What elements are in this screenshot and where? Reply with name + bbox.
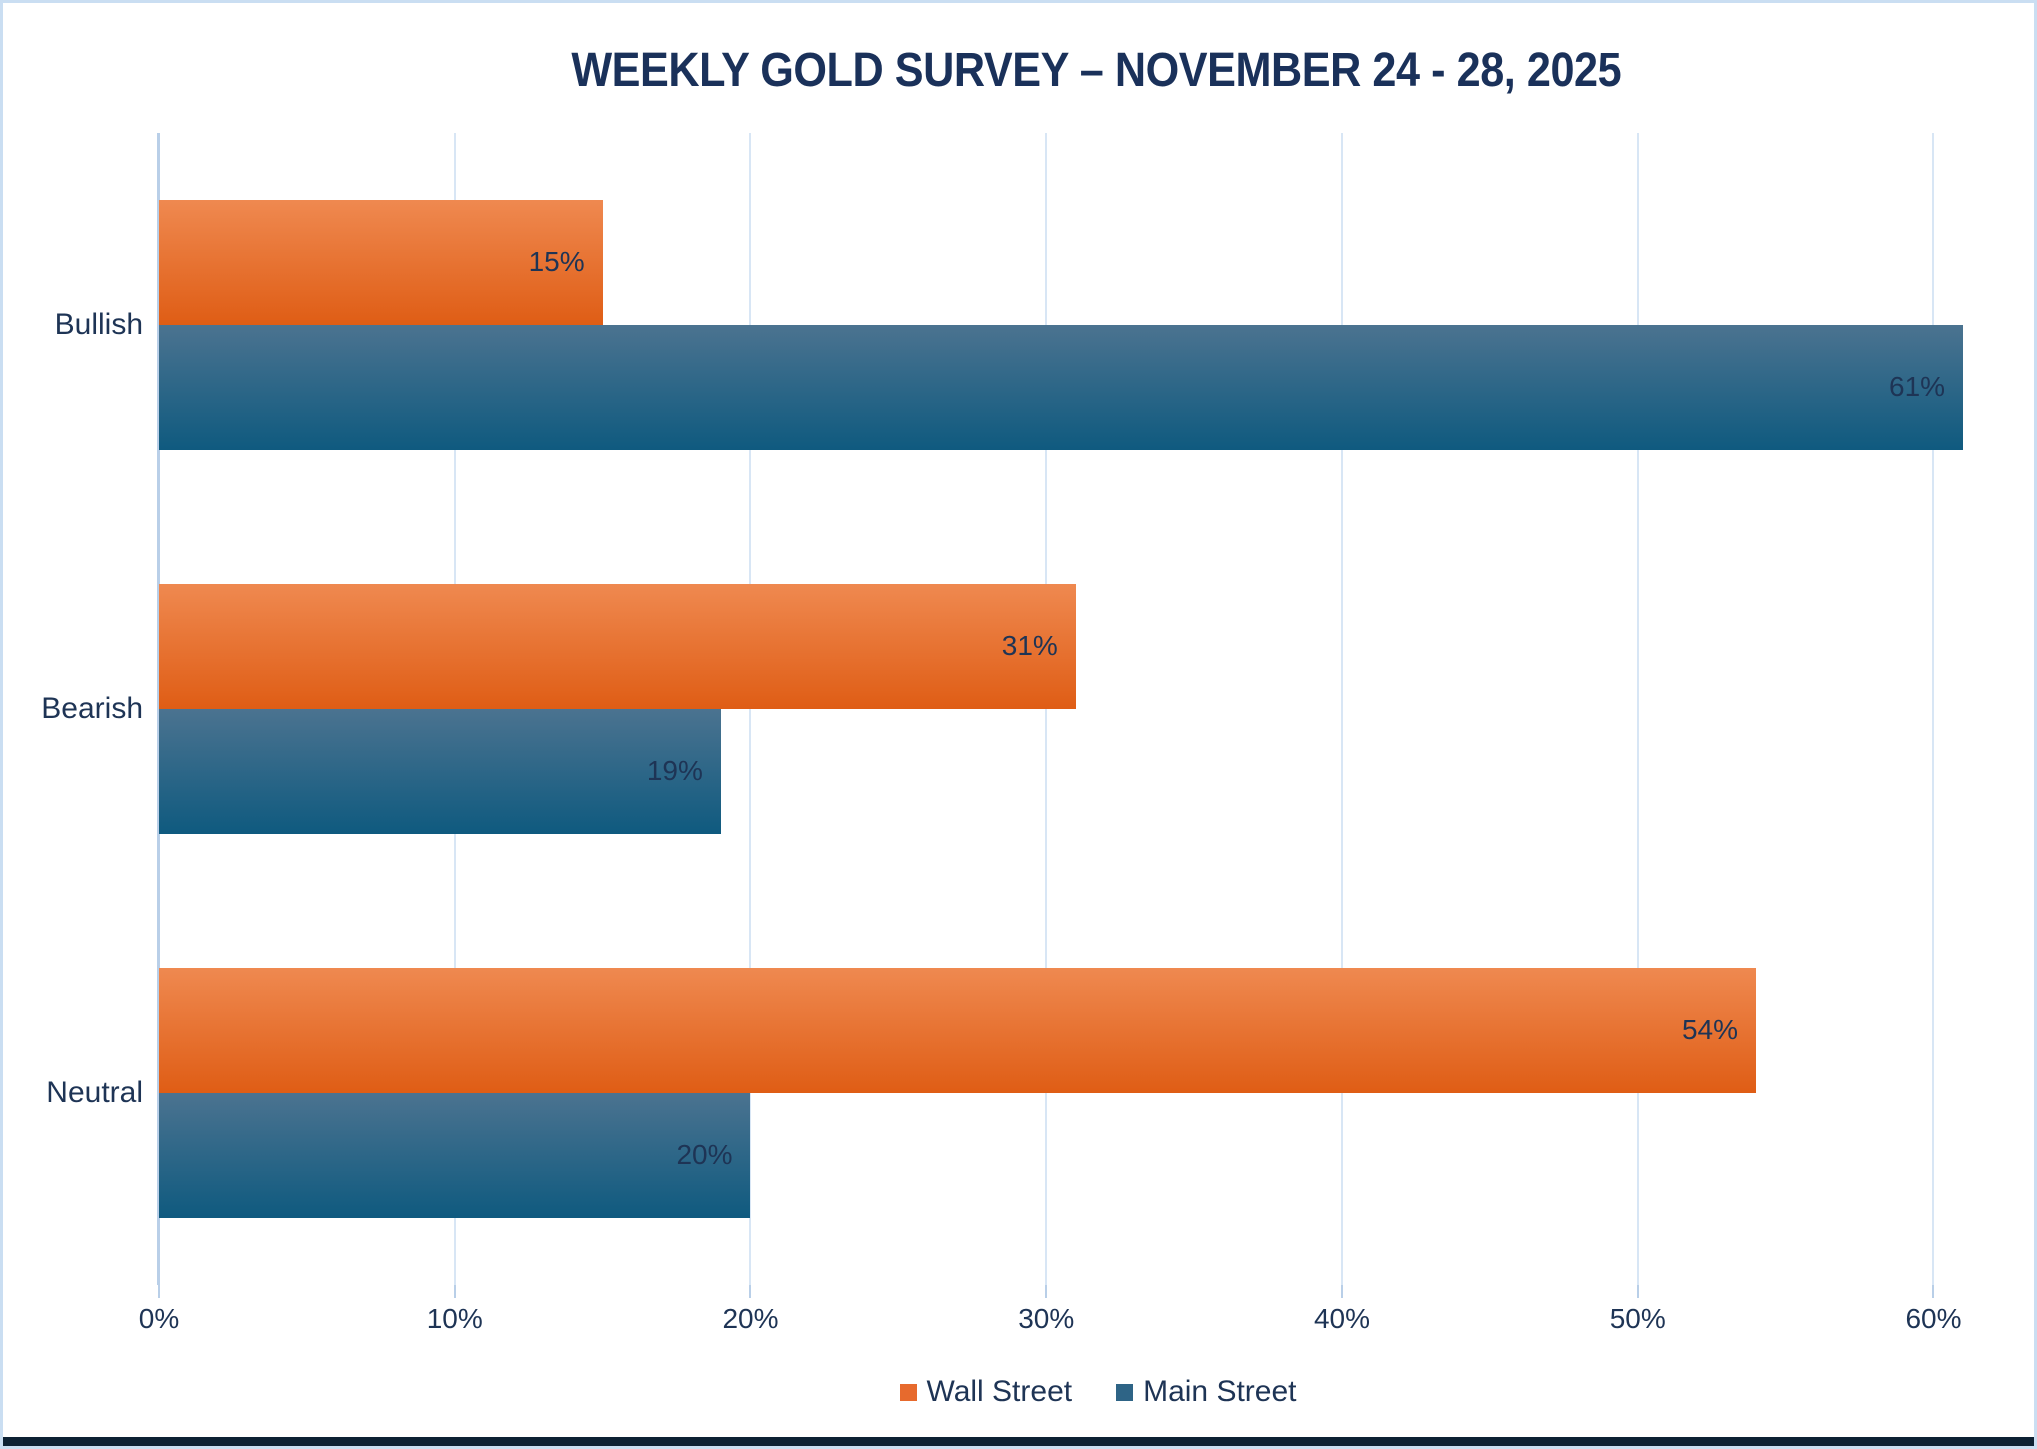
- x-tick-label-20: 20%: [722, 1303, 779, 1334]
- bar-value-label: 54%: [1681, 1014, 1739, 1046]
- x-tick-50: [1636, 1285, 1639, 1298]
- legend-item-main-street: Main Street: [1116, 1375, 1297, 1409]
- bar-value-label: 31%: [1001, 630, 1058, 662]
- x-tick-label-30: 30%: [1018, 1303, 1075, 1334]
- x-tick-40: [1340, 1285, 1343, 1298]
- chart-title-text: WEEKLY GOLD SURVEY – NOVEMBER 24 - 28, 2…: [571, 44, 1622, 97]
- legend-label: Main Street: [1143, 1375, 1297, 1408]
- chart-title: WEEKLY GOLD SURVEY – NOVEMBER 24 - 28, 2…: [159, 43, 2034, 98]
- x-tick-0: [158, 1285, 160, 1298]
- plot-area: Bullish 15% 61% Bearish 31% 19% Neutral 54% 20%: [41, 133, 2034, 1298]
- bar-main-street-bearish: 19%: [159, 709, 721, 834]
- x-tick-label-60: 60%: [1905, 1303, 1962, 1334]
- y-axis-line: [157, 133, 160, 1285]
- x-tick-label-0: 0%: [138, 1303, 180, 1334]
- bar-wall-street-bearish: 31%: [159, 584, 1076, 709]
- gridline-30: [1045, 133, 1048, 1285]
- x-tick-30: [1045, 1285, 1048, 1298]
- gridline-20: [749, 133, 752, 1285]
- x-tick-label-10: 10%: [426, 1303, 483, 1334]
- legend-swatch-main-street: [1116, 1383, 1134, 1401]
- bar-value-label: 15%: [528, 246, 585, 278]
- category-label-neutral: Neutral: [46, 1076, 143, 1109]
- x-tick-label-50: 50%: [1609, 1303, 1666, 1334]
- bottom-accent-strip: [3, 1437, 2034, 1446]
- bar-wall-street-neutral: 54%: [159, 968, 1757, 1093]
- category-label-bearish: Bearish: [41, 692, 143, 725]
- legend: Wall Street Main Street: [159, 1375, 2034, 1409]
- x-tick-10: [453, 1285, 456, 1298]
- bar-main-street-neutral: 20%: [159, 1093, 751, 1218]
- x-tick-60: [1932, 1285, 1935, 1298]
- bar-value-label: 61%: [1889, 371, 1946, 403]
- bar-wall-street-bullish: 15%: [159, 200, 603, 325]
- bar-value-label: 19%: [646, 755, 703, 787]
- gridline-40: [1340, 133, 1343, 1285]
- bar-main-street-bullish: 61%: [159, 325, 1964, 450]
- legend-swatch-wall-street: [899, 1383, 917, 1401]
- gridline-50: [1636, 133, 1639, 1285]
- category-label-bullish: Bullish: [54, 308, 143, 341]
- legend-item-wall-street: Wall Street: [899, 1375, 1073, 1409]
- x-tick-20: [749, 1285, 752, 1298]
- x-tick-label-40: 40%: [1313, 1303, 1371, 1334]
- x-axis-labels: 0% 10% 20% 30% 40% 50% 60%: [139, 1303, 2034, 1343]
- gridline-60: [1932, 133, 1935, 1285]
- bar-value-label: 20%: [676, 1139, 733, 1171]
- legend-label: Wall Street: [926, 1375, 1073, 1408]
